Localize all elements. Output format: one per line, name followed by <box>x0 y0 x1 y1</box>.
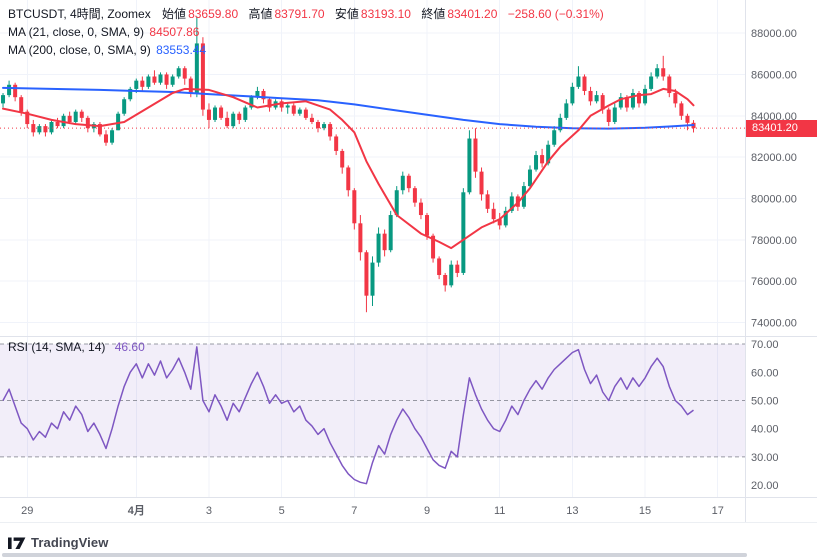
ma200-label: MA (200, close, 0, SMA, 9) <box>8 43 151 57</box>
close-label: 終値 <box>421 7 446 21</box>
svg-text:86000.00: 86000.00 <box>751 69 797 81</box>
symbol-legend-row[interactable]: BTCUSDT, 4時間, Zoomex 始値 83659.80 高値 83791.… <box>8 5 604 23</box>
svg-text:20.00: 20.00 <box>751 480 779 492</box>
rsi-value: 46.60 <box>114 340 145 354</box>
rsi-axis-labels: 70.00 60.00 50.00 40.00 30.00 20.00 <box>751 339 779 492</box>
rsi-label: RSI (14, SMA, 14) <box>8 340 106 354</box>
high-value: 83791.70 <box>274 7 325 21</box>
open-value: 83659.80 <box>188 7 239 21</box>
svg-text:9: 9 <box>424 505 430 517</box>
svg-text:3: 3 <box>206 505 212 517</box>
svg-text:13: 13 <box>566 505 578 517</box>
svg-text:70.00: 70.00 <box>751 339 779 351</box>
ma21-legend-row[interactable]: MA (21, close, 0, SMA, 9) 84507.86 <box>8 23 604 41</box>
svg-text:78000.00: 78000.00 <box>751 235 797 247</box>
ma200-line <box>2 86 695 130</box>
ma21-value: 84507.86 <box>149 25 200 39</box>
high-label: 高値 <box>248 7 273 21</box>
pane-dividers <box>0 0 817 523</box>
svg-text:88000.00: 88000.00 <box>751 28 797 40</box>
svg-text:7: 7 <box>351 505 357 517</box>
symbol-title: BTCUSDT, 4時間, Zoomex <box>8 7 151 21</box>
tradingview-brand-text: TradingView <box>31 534 109 550</box>
low-value: 83193.10 <box>360 7 411 21</box>
svg-text:60.00: 60.00 <box>751 367 779 379</box>
horizontal-scrollbar-thumb[interactable] <box>2 553 747 557</box>
svg-text:15: 15 <box>639 505 651 517</box>
low-label: 安値 <box>334 7 359 21</box>
svg-text:17: 17 <box>712 505 724 517</box>
main-legend: BTCUSDT, 4時間, Zoomex 始値 83659.80 高値 83791.… <box>8 5 604 59</box>
ma21-line <box>2 87 695 250</box>
svg-text:5: 5 <box>279 505 285 517</box>
ma21-label: MA (21, close, 0, SMA, 9) <box>8 25 145 39</box>
close-value: 83401.20 <box>447 7 498 21</box>
open-label: 始値 <box>162 7 187 21</box>
ma200-legend-row[interactable]: MA (200, close, 0, SMA, 9) 83553.44 <box>8 41 604 59</box>
candlestick-series <box>1 16 696 313</box>
svg-text:29: 29 <box>21 505 33 517</box>
rsi-line <box>2 346 694 485</box>
svg-text:30.00: 30.00 <box>751 452 779 464</box>
price-axis-labels: 88000.00 86000.00 84000.00 82000.00 80000.00… <box>751 28 797 329</box>
svg-text:82000.00: 82000.00 <box>751 152 797 164</box>
rsi-band <box>0 343 745 458</box>
time-axis-labels: 29 4月 3 5 7 9 11 13 15 17 <box>21 504 724 517</box>
svg-text:80000.00: 80000.00 <box>751 193 797 205</box>
svg-text:74000.00: 74000.00 <box>751 318 797 330</box>
svg-text:84000.00: 84000.00 <box>751 111 797 123</box>
horizontal-scrollbar[interactable] <box>2 553 747 557</box>
last-price-label: 83401.20 <box>746 120 817 137</box>
price-axis[interactable] <box>746 0 817 497</box>
svg-text:50.00: 50.00 <box>751 395 779 407</box>
svg-text:4月: 4月 <box>128 504 145 517</box>
high-pair: 高値 83791.70 <box>248 7 324 21</box>
change-value: −258.60 (−0.31%) <box>507 7 604 21</box>
open-pair: 始値 83659.80 <box>162 7 238 21</box>
svg-text:11: 11 <box>494 505 505 517</box>
rsi-legend-row[interactable]: RSI (14, SMA, 14) 46.60 <box>8 340 145 354</box>
footer: TradingView <box>8 531 108 553</box>
low-pair: 安値 83193.10 <box>335 7 411 21</box>
ma200-value: 83553.44 <box>156 43 207 57</box>
svg-text:40.00: 40.00 <box>751 424 779 436</box>
close-pair: 終値 83401.20 <box>421 7 497 21</box>
time-axis[interactable] <box>0 498 817 522</box>
tradingview-logo[interactable]: TradingView <box>8 535 108 550</box>
svg-text:76000.00: 76000.00 <box>751 276 797 288</box>
tradingview-logo-icon <box>8 537 26 549</box>
